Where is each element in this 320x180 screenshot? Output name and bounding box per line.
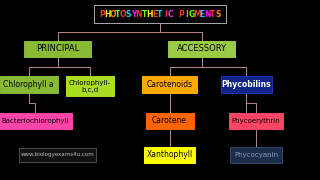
Text: T: T — [141, 10, 147, 19]
Text: T: T — [115, 10, 120, 19]
Text: E: E — [152, 10, 157, 19]
Text: Phycoerythrin: Phycoerythrin — [232, 118, 280, 124]
Text: PRINCIPAL: PRINCIPAL — [36, 44, 79, 53]
FancyBboxPatch shape — [142, 76, 197, 93]
Text: E: E — [200, 10, 205, 19]
Text: Bacteriochlorophyll: Bacteriochlorophyll — [1, 118, 69, 124]
Text: I: I — [164, 10, 167, 19]
Text: P: P — [178, 10, 184, 19]
Text: P: P — [99, 10, 105, 19]
Text: Carotenoids: Carotenoids — [147, 80, 193, 89]
FancyBboxPatch shape — [230, 147, 282, 163]
Text: Xanthophyll: Xanthophyll — [147, 150, 193, 159]
Text: O: O — [109, 10, 116, 19]
Text: H: H — [104, 10, 110, 19]
FancyBboxPatch shape — [19, 148, 96, 162]
Text: Chlorophyll a: Chlorophyll a — [4, 80, 54, 89]
Text: ACCESSORY: ACCESSORY — [177, 44, 227, 53]
FancyBboxPatch shape — [221, 76, 272, 93]
Text: Phycocyanin: Phycocyanin — [234, 152, 278, 158]
Text: I: I — [185, 10, 188, 19]
Text: N: N — [136, 10, 142, 19]
Text: Carotene: Carotene — [152, 116, 187, 125]
Text: Chlorophyll-
b,c,d: Chlorophyll- b,c,d — [68, 80, 111, 93]
Text: S: S — [215, 10, 221, 19]
Text: Phycobilins: Phycobilins — [221, 80, 271, 89]
Text: T: T — [157, 10, 163, 19]
FancyBboxPatch shape — [146, 112, 194, 129]
FancyBboxPatch shape — [229, 112, 283, 129]
Text: O: O — [120, 10, 126, 19]
FancyBboxPatch shape — [168, 40, 235, 57]
FancyBboxPatch shape — [24, 40, 91, 57]
FancyBboxPatch shape — [0, 76, 58, 93]
FancyBboxPatch shape — [144, 147, 195, 163]
Text: S: S — [125, 10, 131, 19]
Text: M: M — [193, 10, 201, 19]
Text: www.biologyexams4u.com: www.biologyexams4u.com — [21, 152, 94, 157]
FancyBboxPatch shape — [66, 76, 114, 96]
FancyBboxPatch shape — [94, 5, 226, 23]
Text: N: N — [204, 10, 211, 19]
Text: Y: Y — [131, 10, 136, 19]
Text: G: G — [188, 10, 195, 19]
FancyBboxPatch shape — [0, 112, 72, 129]
Text: C: C — [168, 10, 173, 19]
Text: T: T — [210, 10, 216, 19]
Text: H: H — [146, 10, 153, 19]
